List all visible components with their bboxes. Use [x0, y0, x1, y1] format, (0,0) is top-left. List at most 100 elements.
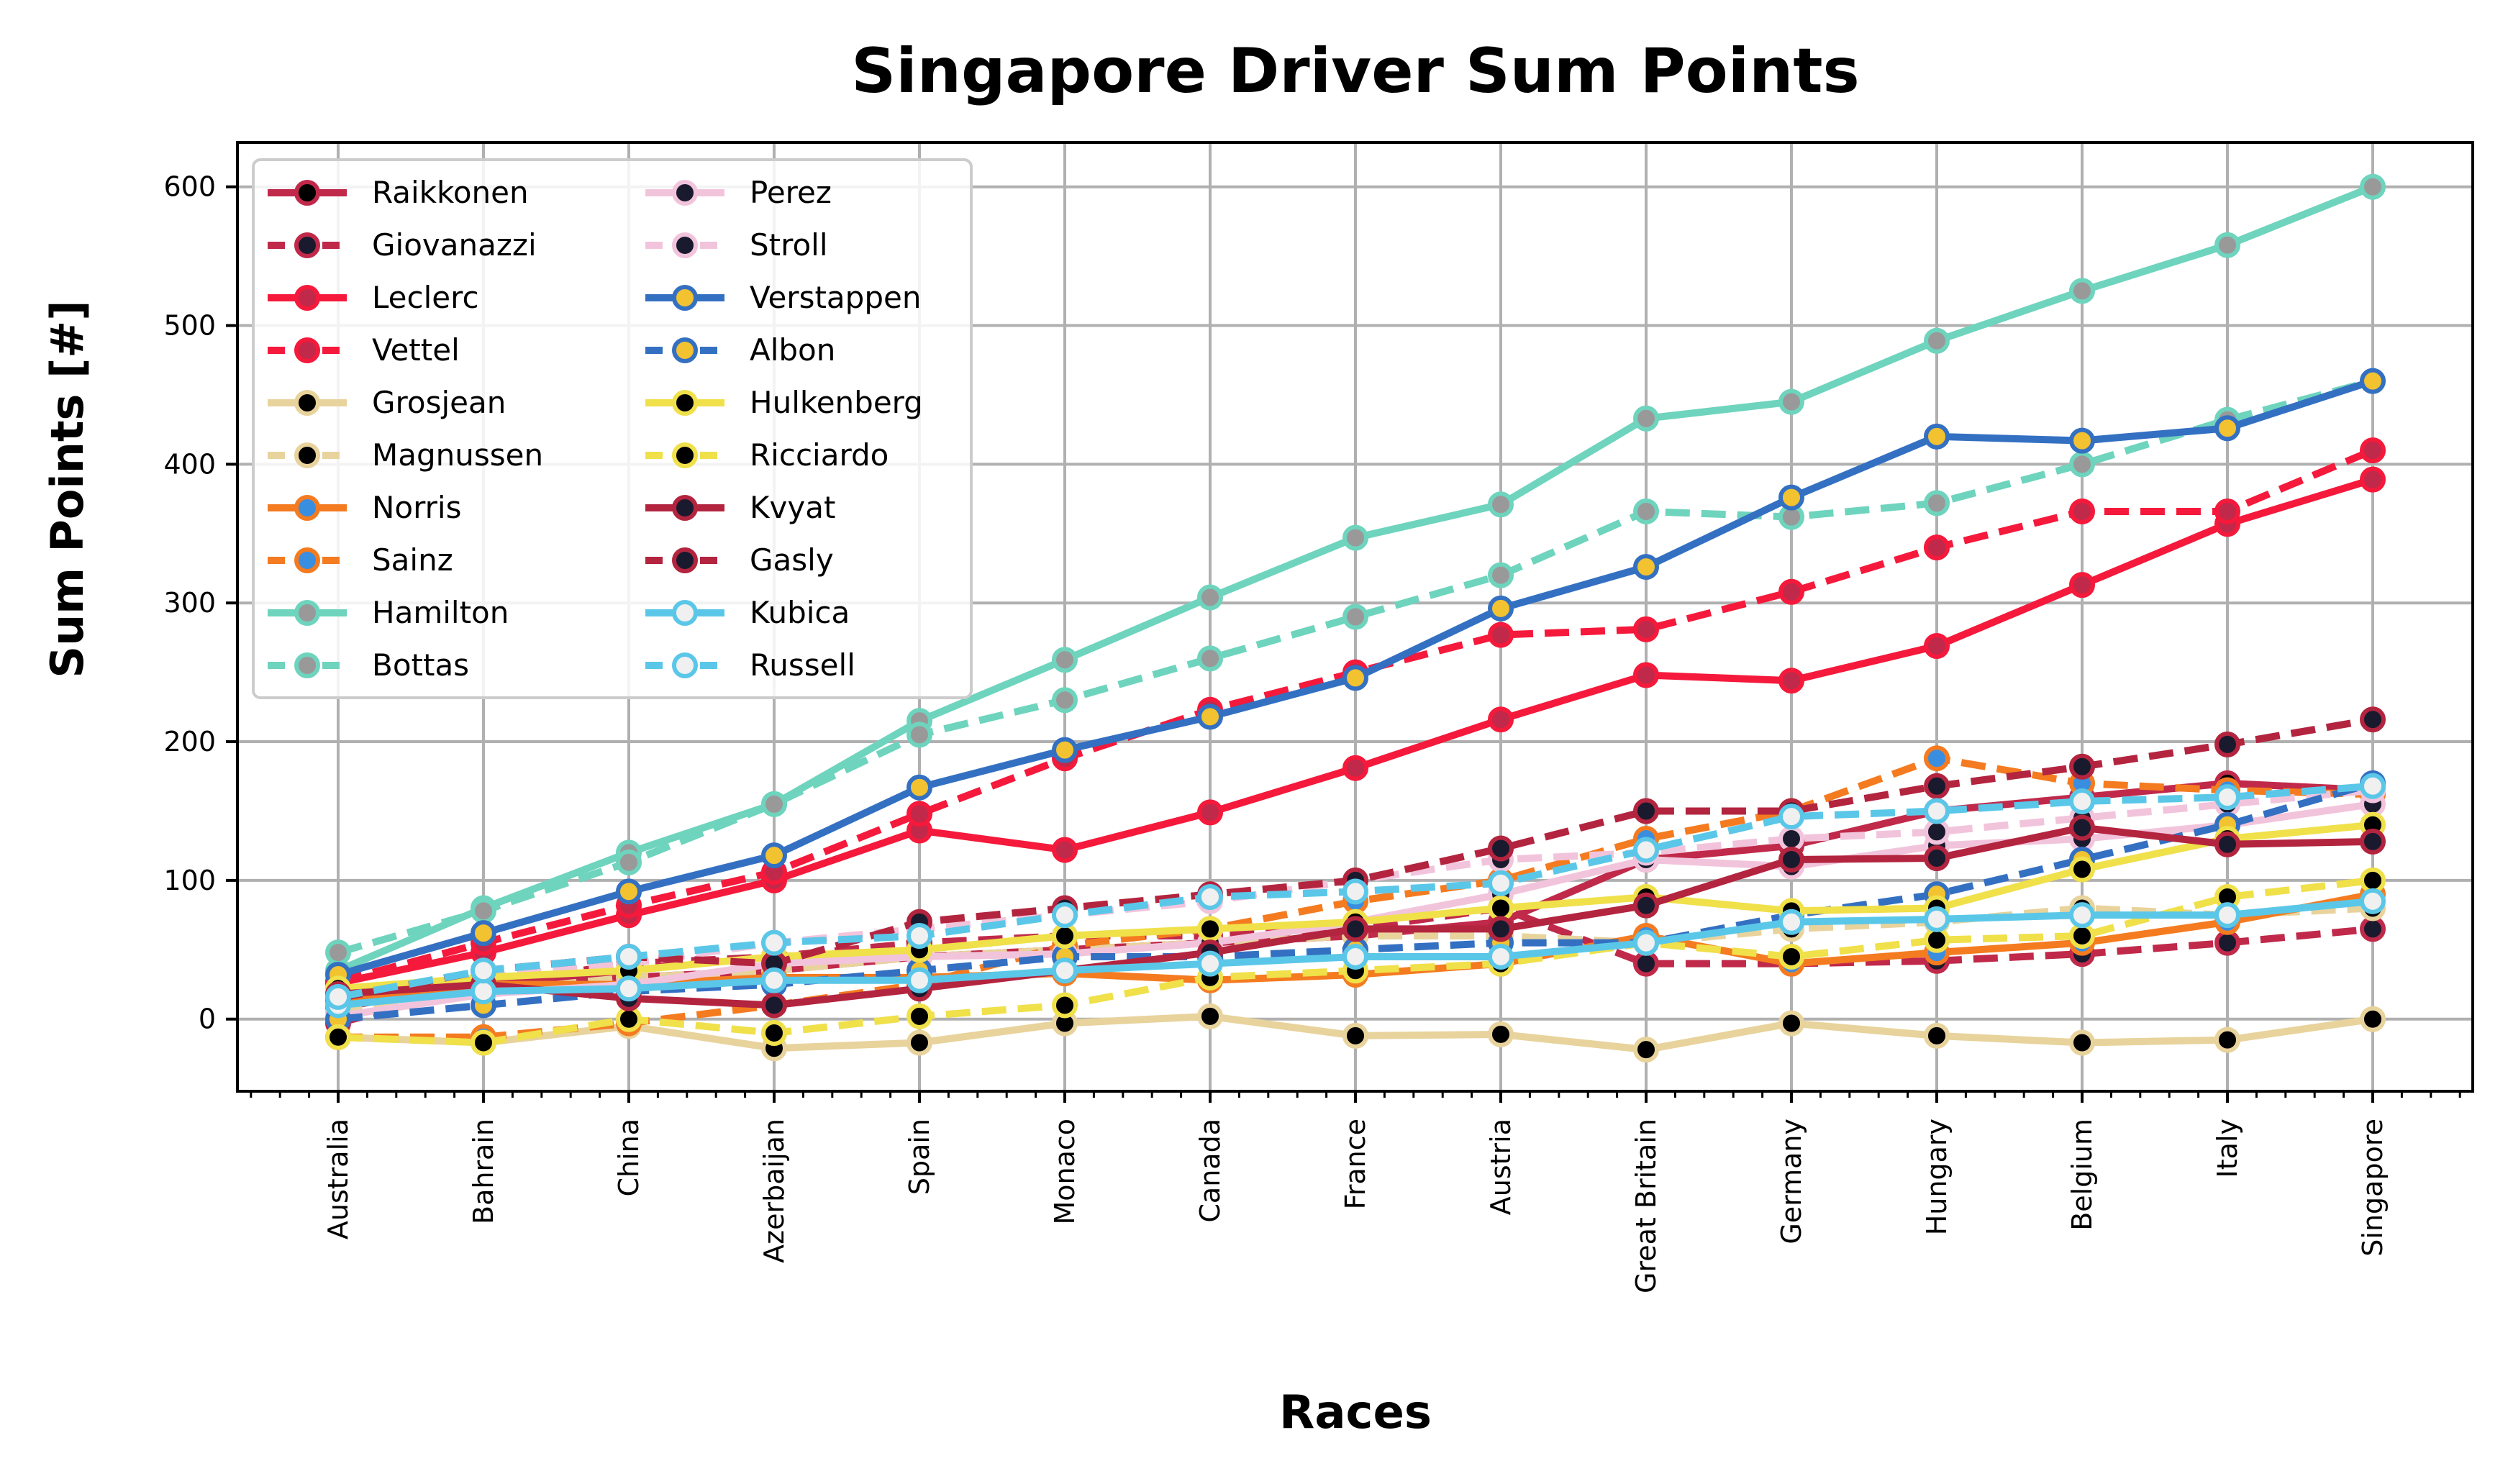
- data-point: [325, 983, 351, 1010]
- data-point: [2360, 916, 2386, 942]
- series-group: [325, 173, 2386, 1063]
- data-point: [1924, 819, 1950, 845]
- data-point: [2214, 415, 2240, 442]
- data-point: [2069, 814, 2095, 841]
- data-point: [1633, 837, 1659, 863]
- legend-swatch-marker: [672, 180, 698, 206]
- data-point: [616, 878, 642, 905]
- data-point: [1924, 773, 1950, 799]
- data-point: [1924, 845, 1950, 872]
- data-point: [1924, 632, 1950, 659]
- legend-item: Magnussen: [268, 437, 543, 473]
- data-point: [471, 1029, 496, 1056]
- data-point: [761, 842, 787, 869]
- series-kubica: [325, 888, 2386, 1019]
- series-russell: [325, 773, 2386, 1010]
- data-point: [1197, 950, 1223, 977]
- legend-item: Perez: [645, 175, 832, 210]
- data-point: [1052, 923, 1078, 950]
- legend-swatch-marker: [294, 337, 320, 363]
- legend-item: Kubica: [645, 595, 850, 630]
- data-point: [1052, 957, 1078, 984]
- legend-item: Albon: [645, 332, 835, 368]
- data-point: [1778, 943, 1804, 970]
- data-point: [907, 721, 932, 748]
- data-point: [1633, 616, 1659, 642]
- data-point: [1197, 799, 1223, 826]
- x-tick-label: Monaco: [1049, 1119, 1081, 1225]
- legend-swatch-marker: [672, 600, 698, 626]
- legend-swatch-marker: [294, 652, 320, 678]
- legend-item: Bottas: [268, 647, 469, 683]
- legend-item: Stroll: [645, 227, 828, 263]
- legend-swatch-marker: [294, 547, 320, 573]
- data-point: [907, 1029, 932, 1056]
- x-tick-label: Belgium: [2066, 1119, 2098, 1231]
- data-point: [1052, 837, 1078, 863]
- data-point: [1342, 665, 1368, 691]
- legend-swatch-marker: [672, 285, 698, 311]
- data-point: [1197, 584, 1223, 611]
- data-point: [616, 975, 642, 1002]
- y-tick-label: 0: [199, 1003, 216, 1035]
- legend-label: Giovanazzi: [372, 227, 537, 263]
- data-point: [2214, 902, 2240, 929]
- data-point: [2069, 753, 2095, 780]
- data-point: [1488, 895, 1514, 921]
- legend-label: Magnussen: [372, 437, 543, 473]
- y-tick-label: 300: [163, 587, 216, 619]
- data-point: [1488, 491, 1514, 518]
- data-point: [1633, 892, 1659, 919]
- data-point: [1924, 534, 1950, 561]
- data-point: [1342, 878, 1368, 905]
- x-tick-label: Australia: [322, 1119, 354, 1239]
- x-tick-label: Italy: [2212, 1119, 2243, 1178]
- data-point: [1633, 554, 1659, 581]
- axes: 0 100 200 300 400 500 600 Australia Bahrain China…: [163, 171, 2461, 1293]
- data-point: [1488, 706, 1514, 733]
- x-tick-label: Hungary: [1921, 1119, 1953, 1235]
- series-line: [337, 377, 2374, 956]
- legend-label: Perez: [750, 175, 832, 210]
- data-point: [2214, 731, 2240, 757]
- x-tick-label: Austria: [1485, 1119, 1517, 1215]
- data-point: [1924, 906, 1950, 932]
- data-point: [2360, 773, 2386, 799]
- data-point: [1778, 1010, 1804, 1037]
- data-point: [1924, 745, 1950, 772]
- legend-swatch-marker: [672, 232, 698, 258]
- legend-label: Hulkenberg: [750, 385, 923, 420]
- data-point: [761, 967, 787, 993]
- data-point: [2214, 929, 2240, 956]
- legend-swatch-marker: [294, 232, 320, 258]
- data-point: [1342, 1022, 1368, 1049]
- data-point: [471, 920, 496, 947]
- data-point: [2069, 498, 2095, 524]
- data-point: [2069, 923, 2095, 950]
- data-point: [1633, 798, 1659, 824]
- data-point: [907, 923, 932, 950]
- legend-swatch-marker: [672, 495, 698, 521]
- y-tick-label: 400: [163, 448, 216, 480]
- legend-label: Raikkonen: [372, 175, 529, 210]
- data-point: [1197, 884, 1223, 911]
- legend-swatch-marker: [294, 285, 320, 311]
- series-verstappen: [325, 368, 2386, 988]
- data-point: [1778, 909, 1804, 935]
- legend-label: Russell: [750, 647, 855, 683]
- data-point: [1924, 490, 1950, 516]
- data-point: [1633, 405, 1659, 432]
- y-axis-label: Sum Points [#]: [41, 300, 94, 678]
- legend-label: Verstappen: [750, 280, 921, 315]
- data-point: [907, 967, 932, 993]
- legend-item: Gasly: [645, 542, 834, 578]
- data-point: [761, 929, 787, 956]
- data-point: [1342, 916, 1368, 942]
- data-point: [1633, 662, 1659, 688]
- data-point: [907, 1003, 932, 1029]
- data-point: [1342, 524, 1368, 551]
- data-point: [2360, 828, 2386, 855]
- series-leclerc: [325, 466, 2386, 996]
- legend-box: [252, 158, 973, 699]
- x-tick-label: Germany: [1776, 1119, 1807, 1244]
